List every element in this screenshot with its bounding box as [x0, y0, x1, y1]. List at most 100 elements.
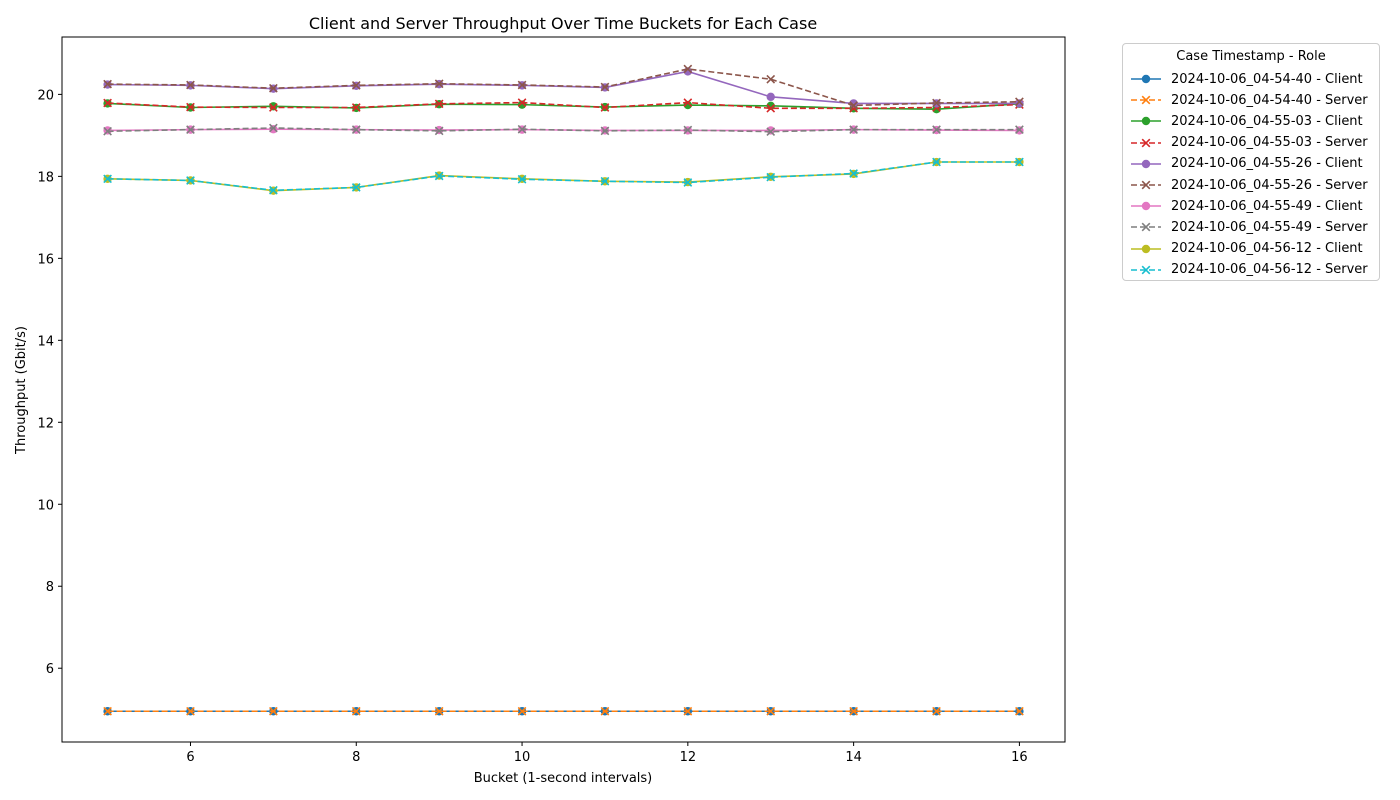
- legend-label: 2024-10-06_04-56-12 - Server: [1171, 262, 1368, 278]
- data-point: [766, 127, 776, 137]
- data-point: [269, 102, 278, 111]
- legend-item: 2024-10-06_04-54-40 - Client: [1129, 69, 1363, 89]
- data-point: [766, 92, 775, 102]
- data-point: [186, 176, 195, 185]
- data-point: [932, 157, 941, 167]
- data-point: [186, 706, 195, 716]
- data-point: [517, 174, 527, 184]
- legend-item: 2024-10-06_04-55-49 - Client: [1129, 196, 1363, 216]
- series-line: [107, 68, 1020, 107]
- legend-label: 2024-10-06_04-55-49 - Client: [1171, 198, 1363, 214]
- x-axis: 6 8 10 12 14 16: [186, 742, 1028, 765]
- y-tick-label: 14: [37, 334, 54, 349]
- series-line: [107, 101, 1020, 110]
- x-tick-label: 8: [352, 750, 360, 765]
- data-point: [1015, 125, 1024, 134]
- data-point: [269, 103, 278, 112]
- data-point: [683, 178, 693, 187]
- legend-item: 2024-10-06_04-55-03 - Server: [1129, 133, 1368, 153]
- y-tick-label: 6: [46, 662, 54, 677]
- x-tick-label: 6: [186, 750, 194, 765]
- y-tick-label: 12: [37, 416, 54, 431]
- data-point: [683, 98, 693, 107]
- x-tick-label: 14: [845, 750, 862, 765]
- data-point: [683, 64, 693, 74]
- series-10: [103, 157, 1024, 195]
- data-point: [766, 74, 776, 84]
- y-axis: 6 8 10 12 14 16 18 20: [37, 88, 62, 677]
- legend-item: 2024-10-06_04-56-12 - Server: [1129, 260, 1368, 280]
- legend-item: 2024-10-06_04-54-40 - Server: [1129, 90, 1368, 110]
- data-point: [517, 80, 527, 90]
- data-point: [683, 125, 693, 135]
- data-point: [186, 125, 195, 134]
- legend-label: 2024-10-06_04-54-40 - Client: [1171, 71, 1363, 87]
- data-point: [517, 706, 527, 716]
- data-point: [600, 103, 610, 112]
- data-point: [269, 123, 278, 133]
- legend-swatch: [1131, 95, 1161, 105]
- series-6: [103, 64, 1024, 110]
- data-point: [269, 706, 278, 716]
- y-tick-label: 8: [46, 580, 54, 595]
- data-point: [351, 125, 361, 134]
- legend-item: 2024-10-06_04-55-26 - Client: [1129, 154, 1363, 174]
- series-line: [107, 127, 1020, 133]
- data-point: [103, 79, 112, 89]
- data-point: [849, 706, 858, 716]
- legend-item: 2024-10-06_04-55-03 - Client: [1129, 111, 1363, 131]
- legend-swatch: [1131, 138, 1161, 147]
- x-axis-label: Bucket (1-second intervals): [474, 771, 653, 786]
- legend-label: 2024-10-06_04-55-26 - Server: [1171, 177, 1368, 193]
- data-point: [269, 125, 278, 134]
- data-point: [351, 81, 361, 90]
- series-layer: [103, 64, 1024, 716]
- legend-swatch: [1131, 201, 1161, 211]
- data-point: [186, 80, 195, 90]
- data-point: [103, 174, 112, 184]
- data-point: [434, 79, 444, 89]
- data-point: [434, 171, 444, 181]
- legend-swatch: [1131, 265, 1161, 275]
- data-point: [1015, 99, 1024, 108]
- data-point: [269, 83, 278, 93]
- chart-title: Client and Server Throughput Over Time B…: [309, 14, 817, 33]
- legend-item: 2024-10-06_04-55-49 - Server: [1129, 217, 1368, 237]
- data-point: [932, 125, 941, 134]
- data-point: [683, 706, 693, 716]
- legend-swatch: [1131, 74, 1161, 84]
- x-tick-label: 10: [514, 750, 531, 765]
- data-point: [1015, 157, 1024, 167]
- x-tick-label: 12: [680, 750, 697, 765]
- data-point: [351, 706, 361, 716]
- data-point: [351, 103, 361, 112]
- legend-label: 2024-10-06_04-55-03 - Client: [1171, 113, 1363, 129]
- series-line: [107, 161, 1020, 192]
- legend: Case Timestamp - Role 2024-10-06_04-54-4…: [1122, 43, 1380, 281]
- data-point: [766, 706, 776, 716]
- data-point: [600, 126, 610, 136]
- legend-title: Case Timestamp - Role: [1176, 49, 1326, 64]
- data-point: [766, 103, 776, 113]
- y-tick-label: 16: [37, 252, 54, 267]
- y-tick-label: 10: [37, 498, 54, 513]
- legend-label: 2024-10-06_04-56-12 - Client: [1171, 241, 1363, 257]
- legend-swatch: [1131, 159, 1161, 168]
- data-point: [434, 706, 444, 716]
- data-point: [434, 99, 444, 109]
- y-tick-label: 20: [37, 88, 54, 103]
- series-line: [107, 70, 1020, 105]
- data-point: [186, 102, 195, 112]
- legend-item: 2024-10-06_04-55-26 - Server: [1129, 175, 1368, 195]
- x-tick-label: 16: [1011, 750, 1028, 765]
- data-point: [849, 125, 858, 134]
- data-point: [849, 101, 858, 110]
- legend-label: 2024-10-06_04-54-40 - Server: [1171, 92, 1368, 108]
- data-point: [932, 98, 941, 108]
- data-point: [766, 126, 775, 135]
- legend-swatch: [1131, 117, 1161, 126]
- data-point: [269, 185, 278, 195]
- plot-area: [61, 36, 1066, 743]
- data-point: [1015, 706, 1024, 716]
